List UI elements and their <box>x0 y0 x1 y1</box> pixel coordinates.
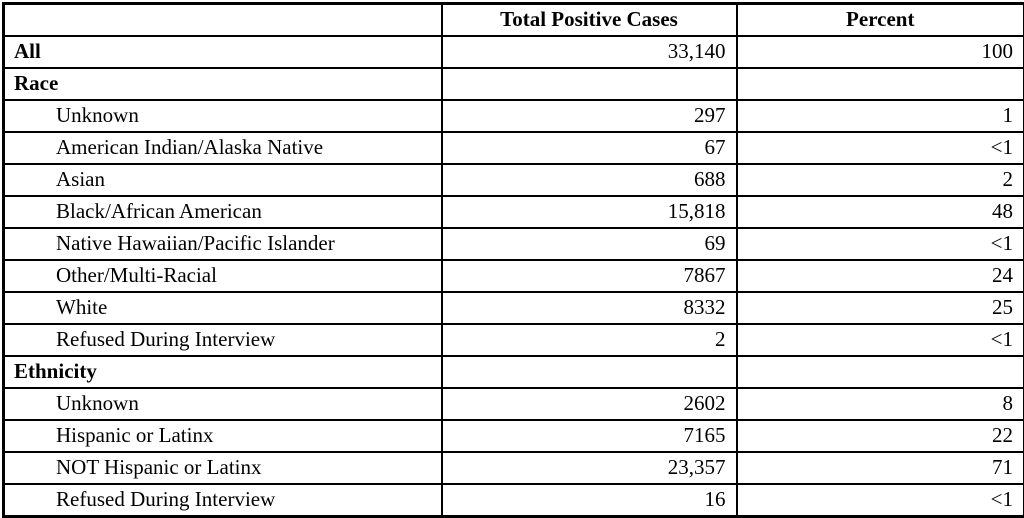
cases-cell: 297 <box>442 100 737 132</box>
cases-cell: 69 <box>442 228 737 260</box>
cases-cell: 16 <box>442 484 737 517</box>
cases-cell: 2602 <box>442 388 737 420</box>
percent-cell: 8 <box>737 388 1024 420</box>
percent-cell: 22 <box>737 420 1024 452</box>
column-header-total-positive-cases: Total Positive Cases <box>442 4 737 37</box>
percent-cell: 24 <box>737 260 1024 292</box>
row-label-cell: Race <box>4 68 442 100</box>
row-label-cell: Unknown <box>4 100 442 132</box>
cases-cell: 23,357 <box>442 452 737 484</box>
table-row-black-african-american: Black/African American 15,818 48 <box>4 196 1024 228</box>
row-label-cell: Ethnicity <box>4 356 442 388</box>
cases-cell: 15,818 <box>442 196 737 228</box>
table-row-race-unknown: Unknown 297 1 <box>4 100 1024 132</box>
corner-cell <box>4 4 442 37</box>
header-row: Total Positive Cases Percent <box>4 4 1024 37</box>
table-row-race-section: Race <box>4 68 1024 100</box>
row-label-cell: Unknown <box>4 388 442 420</box>
table-row-race-refused-during-interview: Refused During Interview 2 <1 <box>4 324 1024 356</box>
row-label-cell: White <box>4 292 442 324</box>
percent-cell: 1 <box>737 100 1024 132</box>
row-label-cell: Refused During Interview <box>4 324 442 356</box>
cases-cell: 33,140 <box>442 36 737 68</box>
table-body: All 33,140 100 Race Unknown 297 1 Americ… <box>4 36 1024 517</box>
row-label-cell: Refused During Interview <box>4 484 442 517</box>
table-row-asian: Asian 688 2 <box>4 164 1024 196</box>
column-header-percent: Percent <box>737 4 1024 37</box>
cases-cell <box>442 68 737 100</box>
cases-cell: 2 <box>442 324 737 356</box>
table-row-white: White 8332 25 <box>4 292 1024 324</box>
percent-cell: <1 <box>737 132 1024 164</box>
percent-cell: <1 <box>737 324 1024 356</box>
table-row-native-hawaiian-pacific-islander: Native Hawaiian/Pacific Islander 69 <1 <box>4 228 1024 260</box>
cases-cell: 688 <box>442 164 737 196</box>
positive-cases-demographics-table-container: Total Positive Cases Percent All 33,140 … <box>0 0 1024 501</box>
row-label-cell: Hispanic or Latinx <box>4 420 442 452</box>
table-row-ethnicity-section: Ethnicity <box>4 356 1024 388</box>
table-row-hispanic-or-latinx: Hispanic or Latinx 7165 22 <box>4 420 1024 452</box>
row-label-cell: American Indian/Alaska Native <box>4 132 442 164</box>
percent-cell: <1 <box>737 228 1024 260</box>
row-label-cell: Asian <box>4 164 442 196</box>
row-label-cell: Other/Multi-Racial <box>4 260 442 292</box>
percent-cell <box>737 68 1024 100</box>
table-row-ethnicity-refused-during-interview: Refused During Interview 16 <1 <box>4 484 1024 517</box>
percent-cell: 25 <box>737 292 1024 324</box>
percent-cell: 71 <box>737 452 1024 484</box>
cases-cell: 7867 <box>442 260 737 292</box>
percent-cell: 48 <box>737 196 1024 228</box>
cases-cell <box>442 356 737 388</box>
cases-cell: 67 <box>442 132 737 164</box>
table-header: Total Positive Cases Percent <box>4 4 1024 37</box>
percent-cell: 2 <box>737 164 1024 196</box>
row-label-cell: Black/African American <box>4 196 442 228</box>
table-row-all: All 33,140 100 <box>4 36 1024 68</box>
cases-cell: 8332 <box>442 292 737 324</box>
table-row-other-multi-racial: Other/Multi-Racial 7867 24 <box>4 260 1024 292</box>
table-row-american-indian-alaska-native: American Indian/Alaska Native 67 <1 <box>4 132 1024 164</box>
row-label-cell: NOT Hispanic or Latinx <box>4 452 442 484</box>
percent-cell: <1 <box>737 484 1024 517</box>
table-row-ethnicity-unknown: Unknown 2602 8 <box>4 388 1024 420</box>
percent-cell <box>737 356 1024 388</box>
cases-cell: 7165 <box>442 420 737 452</box>
table-row-not-hispanic-or-latinx: NOT Hispanic or Latinx 23,357 71 <box>4 452 1024 484</box>
percent-cell: 100 <box>737 36 1024 68</box>
row-label-cell: All <box>4 36 442 68</box>
row-label-cell: Native Hawaiian/Pacific Islander <box>4 228 442 260</box>
